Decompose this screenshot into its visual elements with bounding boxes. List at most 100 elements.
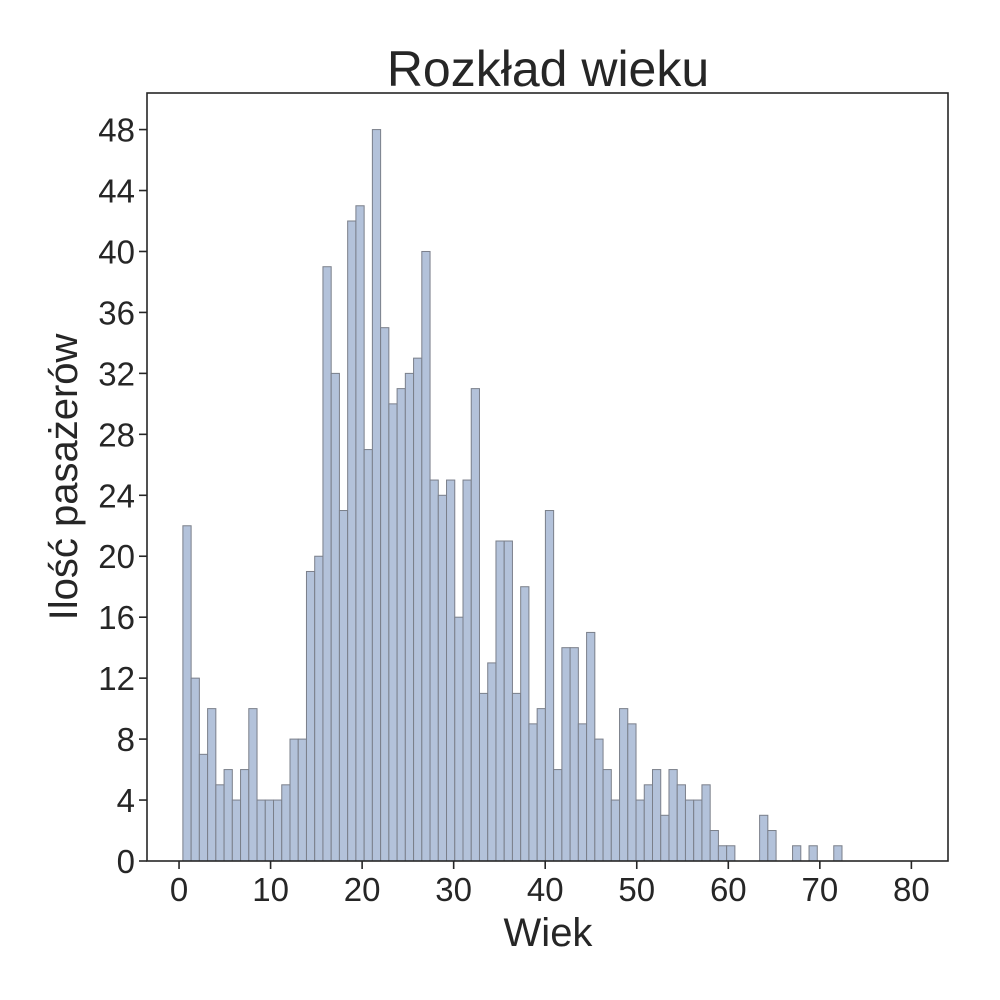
y-tick-label: 44 — [98, 173, 135, 210]
histogram-bar — [363, 449, 373, 862]
histogram-bar — [684, 799, 695, 862]
histogram-bar — [660, 814, 670, 862]
histogram-bar — [528, 723, 538, 862]
y-tick-label: 8 — [117, 721, 135, 758]
x-axis-label: Wiek — [504, 911, 594, 955]
histogram-bar — [190, 677, 200, 862]
histogram-bar — [446, 479, 456, 862]
histogram-bar — [668, 769, 678, 862]
histogram-bar — [297, 738, 307, 862]
histogram-bar — [520, 586, 530, 862]
histogram-bar — [610, 799, 621, 862]
histogram-bar — [478, 692, 489, 862]
histogram-bar — [182, 525, 192, 862]
histogram-bar — [627, 723, 637, 862]
y-tick-label: 12 — [98, 660, 135, 697]
histogram-bar — [619, 708, 629, 862]
histogram-bar — [561, 647, 571, 862]
histogram-bar — [454, 616, 464, 862]
histogram-bar — [273, 799, 283, 862]
histogram-bar — [594, 738, 604, 862]
y-tick-label: 24 — [98, 477, 135, 514]
histogram-bar — [792, 845, 802, 862]
histogram-bar — [511, 692, 522, 862]
histogram-bar — [676, 784, 686, 862]
histogram-bar — [256, 799, 266, 862]
x-tick-label: 10 — [252, 871, 289, 908]
y-tick-label: 36 — [98, 294, 135, 331]
histogram-bar — [470, 388, 480, 862]
histogram-bar — [371, 129, 382, 862]
histogram-bar — [437, 494, 448, 862]
x-tick-label: 40 — [527, 871, 564, 908]
histogram-bar — [314, 555, 324, 862]
histogram-bar — [553, 769, 563, 862]
histogram-bar — [643, 784, 653, 862]
histogram-bar — [726, 845, 736, 862]
histogram-bar — [651, 769, 662, 862]
histogram-bar — [701, 784, 711, 862]
y-tick-label: 40 — [98, 233, 135, 270]
y-tick-label: 48 — [98, 112, 135, 149]
histogram-bar — [355, 205, 365, 862]
y-tick-label: 4 — [117, 782, 135, 819]
histogram-bar — [586, 631, 596, 862]
x-tick-label: 50 — [618, 871, 655, 908]
y-tick-label: 16 — [98, 599, 135, 636]
x-axis: 0 10 20 30 40 50 60 70 80 — [170, 861, 930, 908]
histogram-bar — [487, 662, 497, 862]
histogram-bar — [635, 799, 645, 862]
histogram-bar — [544, 510, 555, 862]
histogram-bar — [759, 814, 769, 862]
chart-title: Rozkład wieku — [387, 41, 709, 97]
histogram-bar — [709, 830, 719, 862]
histogram-bar — [495, 540, 505, 862]
x-tick-label: 60 — [710, 871, 747, 908]
y-tick-label: 28 — [98, 416, 135, 453]
histogram-bar — [462, 479, 472, 862]
histogram-bar — [207, 708, 217, 862]
histogram-bar — [248, 708, 258, 862]
y-tick-label: 32 — [98, 355, 135, 392]
histogram-bar — [347, 220, 357, 862]
histogram-bar — [240, 769, 250, 862]
histogram-bar — [223, 769, 233, 862]
histogram-bar — [388, 403, 398, 862]
histogram-bar — [421, 250, 431, 862]
histogram-bar — [198, 753, 209, 862]
histogram-bar — [305, 570, 316, 862]
histogram-bar — [289, 738, 299, 862]
histogram-bar — [569, 647, 579, 862]
x-tick-label: 80 — [893, 871, 930, 908]
histogram-bar — [215, 784, 225, 862]
histogram-bar — [808, 845, 818, 862]
histogram-bar — [717, 845, 728, 862]
histogram-bar — [693, 799, 703, 862]
histogram-bar — [577, 723, 588, 862]
histogram-bar — [338, 510, 349, 862]
histogram-bar — [404, 372, 415, 862]
histogram-bar — [281, 784, 291, 862]
histogram-bar — [536, 708, 546, 862]
plot-frame — [146, 92, 949, 862]
x-tick-label: 0 — [170, 871, 188, 908]
histogram-bar — [429, 479, 439, 862]
histogram-bar — [231, 799, 242, 862]
histogram-bar — [767, 830, 777, 862]
x-tick-label: 30 — [435, 871, 472, 908]
histogram-bar — [833, 845, 843, 862]
histogram-bar — [413, 357, 423, 862]
histogram-bar — [396, 388, 406, 862]
x-tick-label: 20 — [344, 871, 381, 908]
bars-group — [182, 129, 843, 862]
histogram-bar — [264, 799, 275, 862]
y-axis-label: Ilość pasażerów — [42, 333, 86, 620]
y-tick-label: 20 — [98, 538, 135, 575]
histogram-bar — [503, 540, 513, 862]
histogram-bar — [322, 266, 332, 862]
histogram-bar — [330, 372, 340, 862]
histogram-bar — [602, 769, 612, 862]
y-tick-label: 0 — [117, 843, 135, 880]
